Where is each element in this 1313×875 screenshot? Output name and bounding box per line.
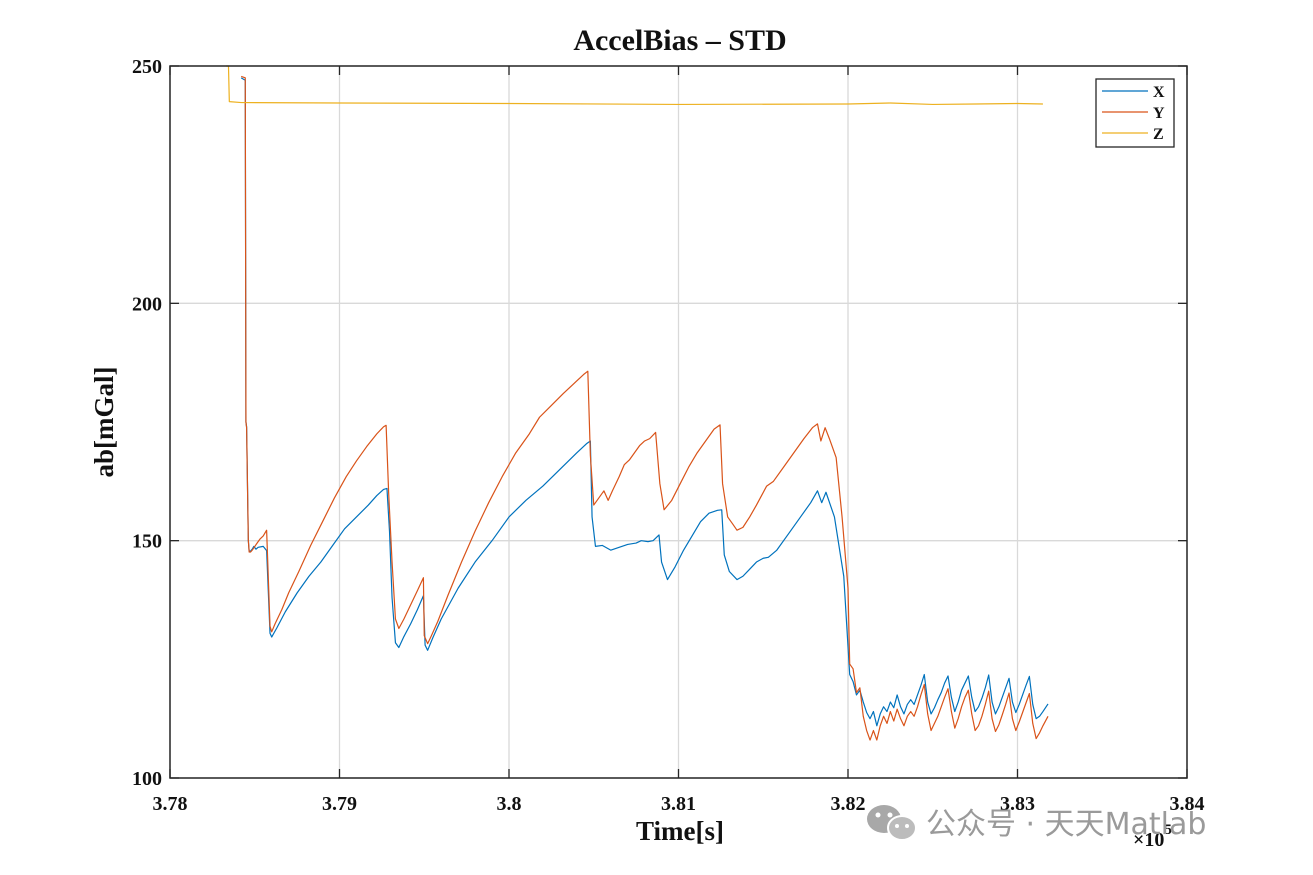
x-tick-label: 3.84 (1170, 793, 1205, 815)
x-tick-label: 3.79 (322, 793, 357, 815)
legend-label-y: Y (1153, 105, 1165, 122)
watermark: 公众号 · 天天Matlab (867, 805, 1206, 842)
chart-title: AccelBias – STD (573, 24, 786, 57)
x-tick-label: 3.78 (153, 793, 188, 815)
wechat-icon (867, 805, 917, 841)
x-tick-label: 3.8 (497, 793, 522, 815)
series-line-y (240, 75, 1049, 741)
x-tick-labels: 3.78 3.79 3.8 3.81 3.82 3.83 3.84 (153, 793, 1205, 815)
y-tick-labels: 100 150 200 250 (132, 56, 162, 790)
y-tick-label: 150 (132, 531, 162, 553)
legend-box (1095, 78, 1175, 148)
y-tick-label: 100 (132, 768, 162, 790)
x-exponent-power: 5 (1164, 822, 1172, 838)
x-exponent-label: ×105 (1133, 822, 1172, 851)
x-tick-label: 3.81 (661, 793, 696, 815)
y-tick-label: 250 (132, 56, 162, 78)
legend-label-x: X (1153, 84, 1165, 101)
x-exponent-base: ×10 (1133, 829, 1164, 851)
x-tick-label: 3.82 (831, 793, 866, 815)
y-axis-label: ab[mGal] (89, 367, 119, 478)
axes (169, 65, 1188, 779)
watermark-text: 公众号 · 天天Matlab (926, 807, 1206, 842)
x-axis-label: Time[s] (636, 816, 724, 846)
series-line-z (225, 65, 1043, 106)
legend-label-z: Z (1153, 126, 1164, 143)
series-line-x (240, 77, 1049, 727)
series-layer (225, 65, 1049, 741)
legend: XYZ (1095, 78, 1175, 148)
y-tick-label: 200 (132, 293, 162, 315)
x-tick-label: 3.83 (1000, 793, 1035, 815)
